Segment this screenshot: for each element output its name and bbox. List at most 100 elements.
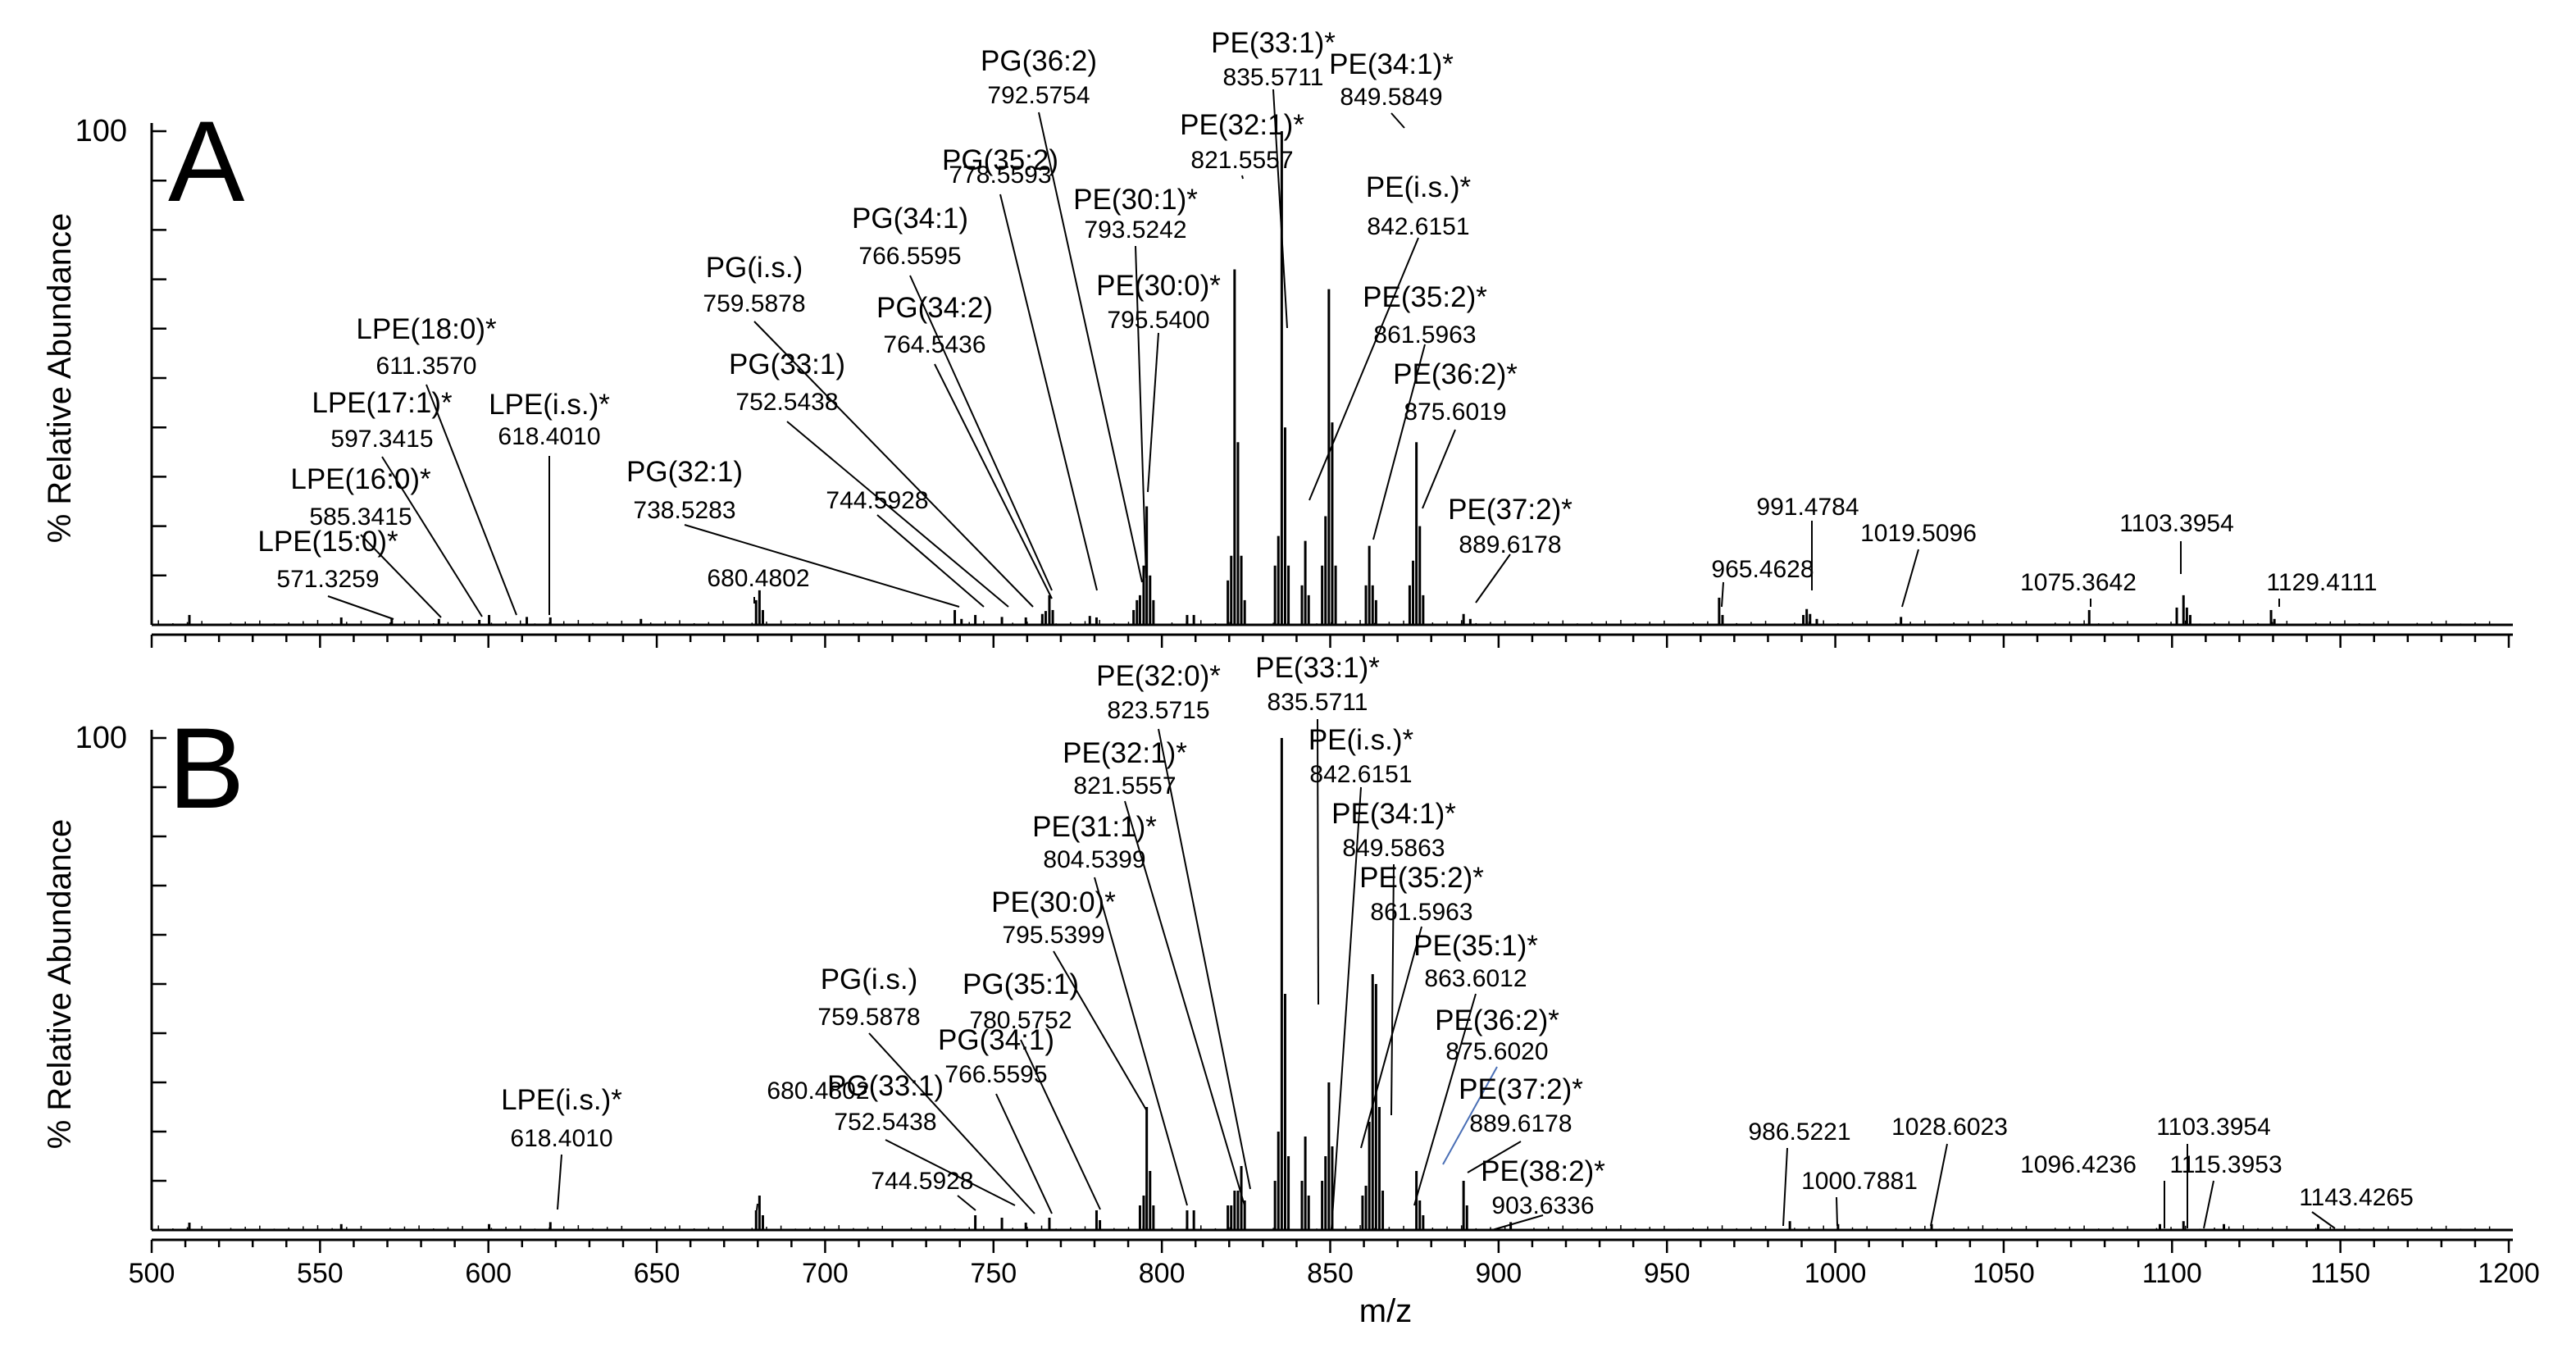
- annotation-name: LPE(18:0)*: [356, 313, 497, 345]
- annotation-mz: 823.5715: [1107, 697, 1209, 724]
- annotation-leader: [1272, 89, 1288, 329]
- x-tick-label: 500: [129, 1258, 175, 1289]
- annotation-name: PE(34:1)*: [1331, 798, 1456, 830]
- annotation-name: LPE(17:1)*: [312, 387, 453, 419]
- peak-annotation: LPE(16:0)* 585.3415: [290, 463, 442, 618]
- annotation-mz: 863.6012: [1424, 965, 1527, 992]
- annotation-leader: [1147, 332, 1159, 493]
- annotation-leader: [909, 275, 1053, 591]
- annotation-mz: 618.4010: [498, 423, 600, 450]
- peak-annotation: 1103.3954: [2119, 510, 2234, 574]
- peak-annotation: 1115.3953: [2169, 1151, 2282, 1229]
- peak-annotation: 744.5928: [826, 487, 985, 608]
- annotation-name: PE(33:1)*: [1211, 27, 1336, 59]
- annotation-mz: 1143.4265: [2299, 1184, 2414, 1211]
- annotation-mz: 597.3415: [330, 426, 433, 453]
- x-tick-label: 950: [1644, 1258, 1691, 1289]
- annotation-name: PG(i.s.): [706, 252, 803, 284]
- annotation-name: PE(35:1)*: [1413, 930, 1538, 962]
- annotation-name: PG(35:1): [963, 968, 1079, 1000]
- peak-annotation: PG(32:1) 738.5283: [626, 456, 960, 608]
- annotation-mz: 795.5399: [1002, 922, 1104, 949]
- peak-annotation: PE(32:1)* 821.5557: [1063, 737, 1245, 1206]
- annotation-mz: 835.5711: [1268, 689, 1368, 716]
- annotation-leader: [1020, 1039, 1101, 1210]
- x-tick-label: 1050: [1973, 1258, 2035, 1289]
- annotation-name: PG(35:2): [942, 144, 1058, 176]
- peak-annotation: 1019.5096: [1860, 520, 1977, 608]
- annotation-mz: 875.6019: [1404, 399, 1506, 426]
- peak-annotation: LPE(i.s.)*618.4010: [489, 389, 610, 615]
- peak-annotation: 986.5221: [1748, 1118, 1851, 1227]
- annotation-leader: [381, 456, 483, 617]
- annotation-leader: [1241, 175, 1244, 180]
- annotation-leader: [426, 384, 517, 616]
- annotation-mz: 835.5711: [1223, 64, 1324, 91]
- peak-annotation: 991.4784: [1756, 494, 1859, 590]
- x-tick-label: 550: [297, 1258, 344, 1289]
- annotation-leader: [756, 1203, 758, 1211]
- annotation-name: PE(37:2)*: [1448, 494, 1572, 526]
- peak-annotation: PG(33:1) 752.5438: [827, 1070, 1016, 1206]
- annotation-name: LPE(i.s.)*: [489, 389, 610, 421]
- annotation-name: PG(33:1): [827, 1070, 944, 1102]
- annotation-mz: 1019.5096: [1860, 520, 1977, 547]
- annotation-name: PE(32:0)*: [1096, 660, 1221, 692]
- annotation-leader: [1158, 728, 1251, 1190]
- annotation-leader: [868, 1032, 1035, 1214]
- peak-annotation: PG(34:1) 766.5595: [938, 1024, 1054, 1214]
- annotation-name: PE(i.s.)*: [1366, 171, 1472, 203]
- annotation-leader: [1308, 237, 1419, 501]
- peak-annotation: PE(31:1)* 804.5399: [1032, 811, 1188, 1206]
- peak-annotation: PE(35:1)* 863.6012: [1413, 930, 1538, 1206]
- annotation-mz: 889.6178: [1469, 1110, 1572, 1137]
- peak-annotation: 1000.7881: [1801, 1168, 1918, 1227]
- annotation-name: PE(32:1)*: [1180, 109, 1304, 141]
- x-axis-label: m/z: [1359, 1293, 1412, 1329]
- annotation-leader: [1782, 1147, 1788, 1227]
- annotation-mz: 1028.6023: [1891, 1114, 2008, 1141]
- annotation-name: PG(34:1): [852, 203, 968, 235]
- annotation-mz: 875.6020: [1445, 1038, 1548, 1065]
- peak-annotation: 744.5928: [871, 1168, 976, 1211]
- peak-annotation: 1028.6023: [1891, 1114, 2008, 1227]
- annotation-mz: 680.4802: [767, 1077, 869, 1105]
- annotation-name: PE(32:1)*: [1063, 737, 1187, 769]
- annotation-name: PE(34:1)*: [1329, 48, 1454, 80]
- annotation-leader: [1901, 549, 1919, 608]
- annotation-mz: 744.5928: [826, 487, 928, 514]
- peak-annotation: PG(34:2) 764.5436: [876, 292, 1053, 599]
- peak-annotation: PE(34:1)* 849.5863: [1331, 798, 1456, 1116]
- x-tick-label: 600: [465, 1258, 512, 1289]
- annotation-leader: [1053, 950, 1148, 1112]
- annotation-name: LPE(16:0)*: [290, 463, 431, 495]
- peak-annotation: 965.4628: [1711, 556, 1814, 608]
- peak-annotation: PE(33:1)* 835.5711: [1211, 27, 1336, 329]
- annotation-mz: 680.4802: [707, 565, 809, 592]
- annotation-name: PG(36:2): [981, 45, 1097, 77]
- y-axis-label: % Relative Abundance: [42, 213, 78, 544]
- annotation-leader: [1442, 1066, 1498, 1165]
- annotation-leader: [885, 1139, 1016, 1206]
- peak-annotation: LPE(i.s.)*618.4010: [501, 1084, 622, 1210]
- peak-annotation: PE(37:2)* 889.6178: [1459, 1073, 1583, 1173]
- annotation-name: PE(37:2)*: [1459, 1073, 1583, 1105]
- annotation-mz: 991.4784: [1756, 494, 1859, 521]
- peak-annotation: PE(37:2)* 889.6178: [1448, 494, 1572, 604]
- annotation-mz: 618.4010: [510, 1125, 612, 1152]
- annotation-name: LPE(15:0)*: [257, 526, 398, 558]
- annotation-name: PG(34:1): [938, 1024, 1054, 1056]
- annotation-mz: 889.6178: [1459, 531, 1561, 558]
- annotation-mz: 1103.3954: [2156, 1114, 2271, 1141]
- x-tick-label: 650: [634, 1258, 680, 1289]
- annotation-name: PE(38:2)*: [1481, 1155, 1605, 1187]
- annotation-name: PE(i.s.)*: [1308, 724, 1414, 756]
- annotation-leader: [1467, 1141, 1522, 1173]
- annotation-leader: [1135, 245, 1147, 579]
- annotation-mz: 849.5863: [1342, 835, 1445, 862]
- peak-annotation: LPE(18:0)* 611.3570: [356, 313, 517, 616]
- annotation-leader: [1094, 877, 1188, 1206]
- panel-letter: A: [168, 97, 245, 226]
- annotation-name: PE(33:1)*: [1255, 652, 1380, 684]
- annotation-mz: 861.5963: [1373, 321, 1476, 348]
